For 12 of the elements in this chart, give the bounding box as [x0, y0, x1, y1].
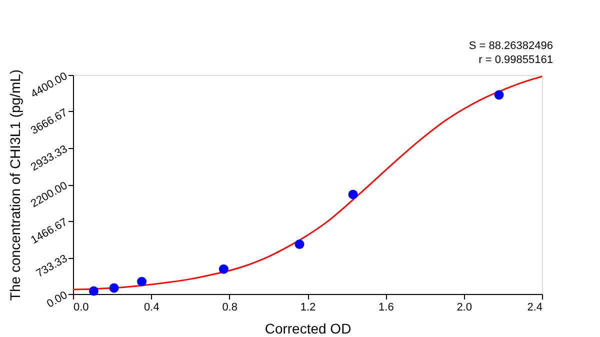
- x-axis-title: Corrected OD: [264, 320, 352, 336]
- text: r = 0.99855161: [478, 54, 553, 66]
- x-tick-label: 2.0: [456, 302, 472, 314]
- x-tick-label: 1.6: [378, 302, 394, 314]
- x-tick-label: 1.2: [300, 302, 316, 314]
- y-tick-label: 0.00: [44, 289, 70, 310]
- x-tick-label: 0.4: [144, 302, 160, 314]
- x-tick-label: 0.0: [74, 302, 89, 314]
- text: S = 88.26382496: [468, 40, 553, 52]
- y-axis-title: The concentration of CHI3L1 (pg/mL): [7, 69, 24, 301]
- x-tick-label: 2.4: [527, 302, 542, 314]
- x-tick-label: 0.8: [222, 302, 238, 314]
